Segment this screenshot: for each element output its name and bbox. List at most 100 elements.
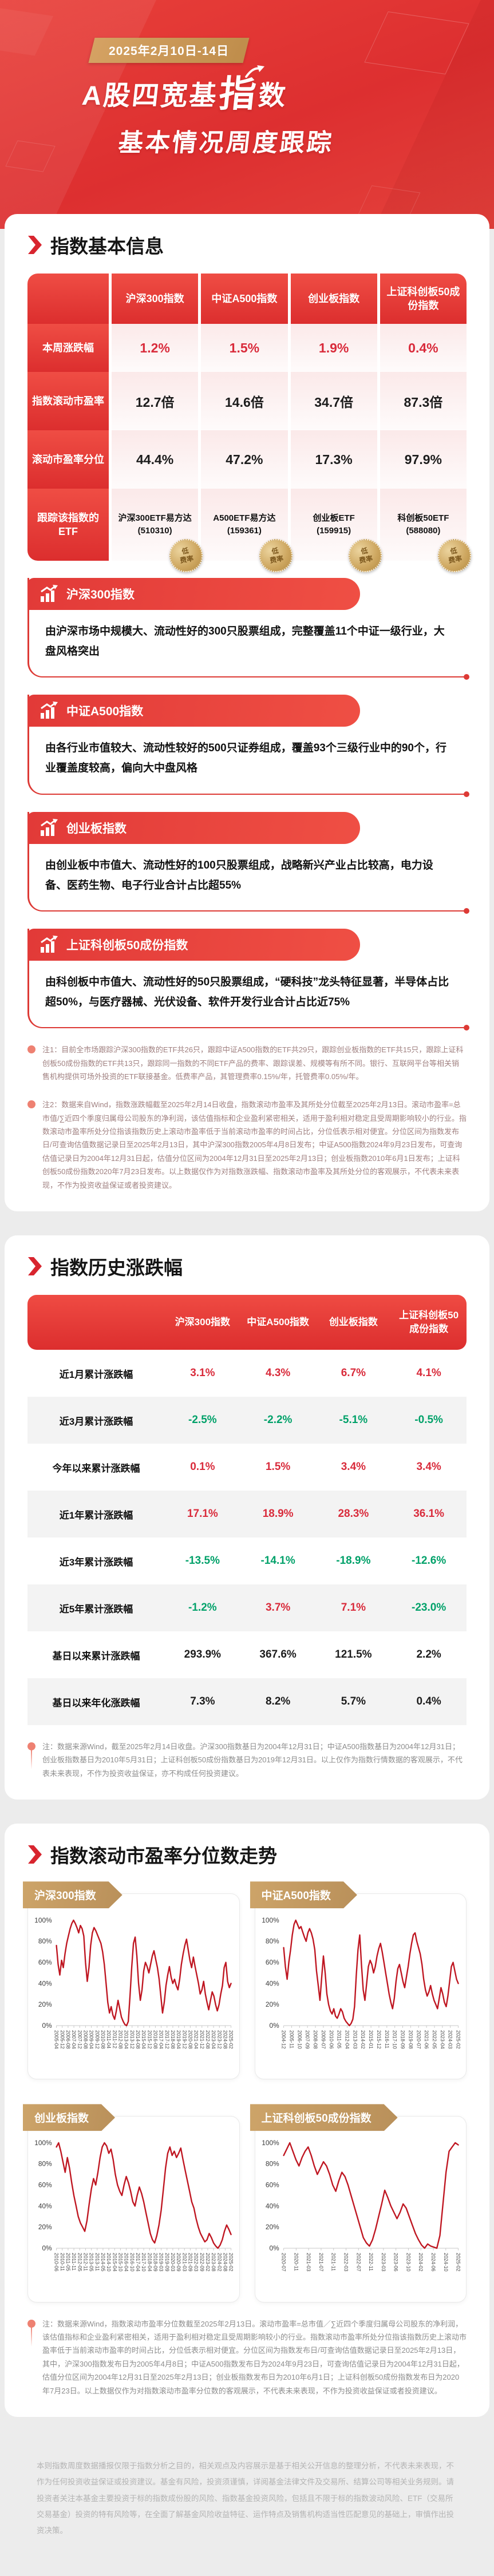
table-cell: 7.1% [341,1602,366,1614]
page-title-line2: 基本情况周度跟踪 [117,129,335,157]
svg-text:2008-08: 2008-08 [313,2030,318,2049]
title-emphasis: 指 [217,65,265,114]
svg-text:2024-10: 2024-10 [442,2253,448,2272]
hero-banner: 2025年2月10日-14日 A股四宽基指数 基本情况周度跟踪 [0,0,494,229]
svg-text:2023-04: 2023-04 [439,2030,445,2049]
table-cell: 36.1% [413,1508,445,1520]
svg-text:2021-06: 2021-06 [424,2030,429,2049]
table-cell: 1.5% [201,324,288,372]
svg-text:2005-11: 2005-11 [289,2030,294,2048]
svg-text:2008-08: 2008-08 [82,2030,88,2049]
table-row: 近5年累计涨跌幅 -1.2% 3.7% 7.1% -23.0% [27,1584,467,1632]
row-label: 近1年累计涨跌幅 [59,1509,133,1521]
table-row: 近3年累计涨跌幅 -13.5% -14.1% -18.9% -12.6% [27,1537,467,1584]
svg-text:2023-03: 2023-03 [380,2253,386,2272]
index-card-hs300: 沪深300指数 由沪深市场中规模大、流动性好的300只股票组成，完整覆盖11个中… [27,578,469,680]
svg-text:2007-12: 2007-12 [77,2030,82,2049]
row-label: 近5年累计涨跌幅 [59,1603,133,1615]
svg-text:2023-02: 2023-02 [205,2253,211,2272]
etf-code: (159361) [227,526,262,536]
svg-text:2024-08: 2024-08 [222,2030,228,2049]
note-pin-icon [27,2319,35,2347]
svg-text:2022-05: 2022-05 [432,2030,437,2049]
svg-text:2007-09: 2007-09 [305,2030,310,2049]
chart-card-a500: 中证A500指数 0% 20% 40% 60% 80% 100% 2004-12 2005-1… [255,1893,467,2080]
svg-text:100%: 100% [34,2139,52,2147]
chevron-icon [27,235,42,255]
row-label: 基日以来年化涨跌幅 [52,1697,140,1709]
svg-text:2024-08: 2024-08 [222,2253,228,2272]
svg-text:2017-04: 2017-04 [135,2253,141,2272]
svg-text:80%: 80% [265,1937,279,1945]
svg-text:2012-11: 2012-11 [82,2253,88,2271]
table-cell: 18.9% [262,1508,294,1520]
section2-title-text: 指数历史涨跌幅 [50,1257,183,1279]
row-label: 今年以来累计涨跌幅 [52,1463,140,1474]
table-cell: 0.4% [416,1695,441,1708]
index-card-title: 沪深300指数 [66,588,135,601]
svg-text:2017-10: 2017-10 [392,2030,397,2049]
svg-text:2011-11: 2011-11 [71,2253,77,2270]
svg-text:40%: 40% [265,1980,279,1988]
index-card-chinext: 创业板指数 由创业板中市值大、流动性好的100只股票组成，战略新兴产业占比较高，… [27,811,469,914]
svg-text:2015-12: 2015-12 [376,2030,381,2049]
index-card-desc: 由沪深市场中规模大、流动性好的300只股票组成，完整覆盖11个中证一级行业，大盘… [45,625,445,658]
svg-text:2025-02: 2025-02 [228,2253,234,2272]
svg-text:20%: 20% [265,2224,279,2232]
section3-title-text: 指数滚动市盈率分位数走势 [50,1845,277,1867]
table-cell: -23.0% [412,1602,446,1614]
svg-text:20%: 20% [265,2000,279,2008]
table-cell: 4.1% [416,1367,441,1380]
table-cell: 97.9% [380,430,467,489]
svg-text:2019-03: 2019-03 [159,2253,164,2272]
column-header: 沪深300指数 [112,274,199,324]
title-line1-pre: A股四宽基 [80,80,220,110]
date-badge: 2025年2月10日-14日 [88,38,250,63]
svg-text:2016-11: 2016-11 [384,2030,389,2048]
etf-name: 科创板50ETF [397,513,449,523]
section2-title: 指数历史涨跌幅 [27,1253,467,1280]
svg-text:2016-08: 2016-08 [152,2030,158,2049]
pe-percentile-chart-chinext: 0%20%40%60%80%100%2010-06 2010-11 2011-05 2… [34,2139,234,2272]
svg-text:2014-02: 2014-02 [360,2030,366,2049]
etf-name: 沪深300ETF易方达 [118,513,192,523]
seal-text: 费率 [448,554,463,565]
svg-text:2015-12: 2015-12 [147,2030,152,2049]
table-cell: 1.5% [265,1461,291,1473]
svg-text:2019-09: 2019-09 [164,2253,170,2272]
index-card-title: 上证科创板50成份指数 [66,938,188,952]
etf-name: A500ETF易方达 [213,513,276,523]
table-cell: 4.3% [265,1367,291,1380]
table-cell: 87.3倍 [380,372,467,430]
svg-text:2024-02: 2024-02 [418,2253,424,2272]
svg-text:2017-10: 2017-10 [141,2253,147,2272]
table-cell: 2.2% [416,1648,441,1661]
etf-cell: 创业板ETF (159915) 低费率 [290,489,385,575]
column-header: 中证A500指数 [247,1317,309,1328]
svg-text:2018-09: 2018-09 [400,2030,405,2049]
svg-text:2021-07: 2021-07 [318,2253,323,2272]
svg-text:2024-03: 2024-03 [447,2030,453,2049]
svg-text:2016-10: 2016-10 [129,2253,135,2272]
svg-text:40%: 40% [38,2202,52,2210]
table-cell: 34.7倍 [290,372,377,430]
table-cell: 0.4% [380,324,467,372]
performance-table-header: 沪深300指数 中证A500指数 创业板指数 上证科创板50成份指数 [27,1295,467,1350]
table-cell: 8.2% [265,1695,291,1708]
row-label: 近3年累计涨跌幅 [59,1556,133,1568]
page-title-line1: A股四宽基指数 [80,65,494,114]
footer-disclaimer: 本则指数周度数据播报仅限于指数分析之目的，相关观点及内容展示是基于相关公开信息的… [0,2441,494,2576]
svg-text:2010-08: 2010-08 [100,2030,106,2049]
svg-text:2021-11: 2021-11 [330,2253,336,2271]
section2-note-text: 注：数据来源Wind，截至2025年2月14日收盘。沪深300指数基日为2004… [42,1742,463,1778]
svg-text:2022-03: 2022-03 [193,2253,199,2272]
svg-text:100%: 100% [34,1916,52,1924]
low-fee-seal: 低费率 [256,536,295,575]
svg-text:40%: 40% [38,1980,52,1988]
svg-text:2024-02: 2024-02 [216,2253,222,2272]
svg-text:80%: 80% [265,2160,279,2168]
svg-text:2023-10: 2023-10 [405,2253,411,2272]
table-cell: 1.9% [290,324,377,372]
chart-bars-icon [41,702,58,719]
table-cell: 17.3% [290,430,377,489]
